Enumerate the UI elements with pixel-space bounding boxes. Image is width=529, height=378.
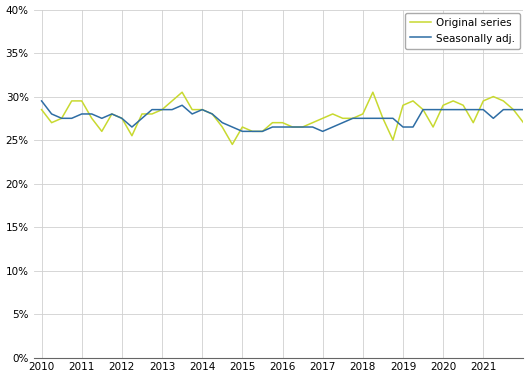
Seasonally adj. <box>69 116 75 121</box>
Line: Seasonally adj.: Seasonally adj. <box>42 101 529 140</box>
Line: Original series: Original series <box>42 92 529 144</box>
Original series <box>179 90 185 94</box>
Legend: Original series, Seasonally adj.: Original series, Seasonally adj. <box>405 13 521 49</box>
Original series <box>69 99 75 103</box>
Original series <box>229 142 235 147</box>
Seasonally adj. <box>39 99 45 103</box>
Original series <box>39 107 45 112</box>
